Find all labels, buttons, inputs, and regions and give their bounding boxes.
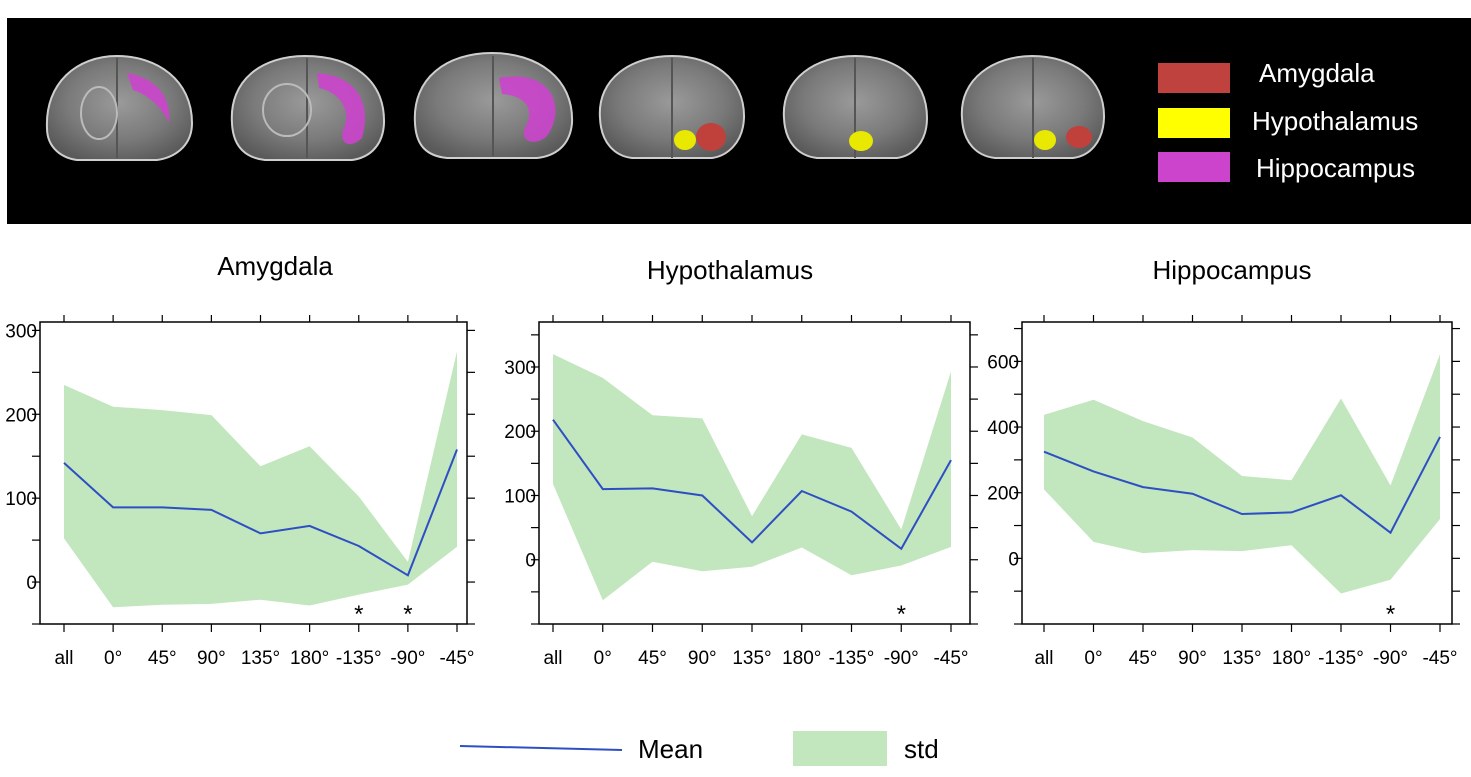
mean-legend-line bbox=[459, 745, 623, 751]
x-tick-label: -45° bbox=[1422, 648, 1457, 669]
brain-slice-3 bbox=[413, 51, 574, 159]
brain-slice-6 bbox=[960, 54, 1106, 159]
y-tick-label: 200 bbox=[504, 422, 536, 443]
y-tick-label: 400 bbox=[987, 418, 1019, 439]
x-tick-label: 45° bbox=[638, 648, 667, 669]
brain-slice-2 bbox=[230, 54, 386, 161]
brain-slice-4 bbox=[598, 54, 746, 159]
hippocampus-region bbox=[317, 73, 365, 145]
x-tick-label: 90° bbox=[1178, 648, 1207, 669]
hippocampus-swatch bbox=[1158, 152, 1230, 182]
hippocampus-region bbox=[499, 76, 556, 142]
plot-frame bbox=[39, 321, 468, 625]
x-tick-label: -90° bbox=[884, 648, 919, 669]
plot-frame bbox=[1021, 321, 1453, 625]
significance-marker: * bbox=[403, 601, 412, 628]
x-tick-label: 90° bbox=[688, 648, 717, 669]
x-tick-label: all bbox=[1034, 648, 1053, 669]
hippocampus-region bbox=[127, 73, 170, 123]
x-tick-label: 0° bbox=[1084, 648, 1102, 669]
y-tick-label: 300 bbox=[504, 358, 536, 379]
x-tick-label: -45° bbox=[439, 648, 474, 669]
significance-marker: * bbox=[1386, 601, 1395, 628]
x-tick-label: 45° bbox=[148, 648, 177, 669]
std-band bbox=[1044, 354, 1440, 594]
x-tick-label: -135° bbox=[1318, 648, 1364, 669]
chart-title: Amygdala bbox=[217, 251, 333, 281]
x-tick-label: 45° bbox=[1129, 648, 1158, 669]
brain-slice-1 bbox=[45, 54, 194, 161]
x-tick-label: -135° bbox=[829, 648, 875, 669]
hypothalamus-swatch bbox=[1158, 108, 1230, 138]
x-tick-label: 0° bbox=[594, 648, 612, 669]
chart-panel-1: 0 100 200 300 all 0° 45° 90° 135° 180° -135° -90° -4… bbox=[5, 251, 475, 669]
brain-slice-5 bbox=[782, 54, 929, 159]
amygdala-swatch bbox=[1158, 63, 1230, 93]
x-tick-label: all bbox=[54, 648, 73, 669]
x-tick-label: 180° bbox=[1272, 648, 1311, 669]
chart-panel-2: 0 100 200 300 all 0° 45° 90° 135° 180° -135° -90° -4… bbox=[504, 255, 978, 669]
y-tick-label: 600 bbox=[987, 352, 1019, 373]
x-tick-label: 180° bbox=[782, 648, 821, 669]
x-tick-label: -45° bbox=[933, 648, 968, 669]
chart-title: Hypothalamus bbox=[647, 255, 813, 285]
hypothalamus-legend-label: Hypothalamus bbox=[1252, 106, 1419, 136]
x-tick-label: all bbox=[543, 648, 562, 669]
bottom-legend: Mean std bbox=[0, 720, 1471, 777]
chart-title: Hippocampus bbox=[1153, 255, 1312, 285]
std-band bbox=[553, 354, 951, 601]
x-tick-label: -90° bbox=[1373, 648, 1408, 669]
y-tick-label: 100 bbox=[5, 489, 37, 510]
brain-slices bbox=[45, 51, 1106, 161]
hypothalamus-region bbox=[674, 130, 696, 150]
y-tick-label: 200 bbox=[5, 405, 37, 426]
x-tick-label: 90° bbox=[197, 648, 226, 669]
bottom-legend-marks bbox=[459, 731, 887, 766]
y-tick-label: 200 bbox=[987, 484, 1019, 505]
y-tick-label: 0 bbox=[1008, 549, 1019, 570]
amygdala-legend-label: Amygdala bbox=[1259, 58, 1375, 88]
y-tick-label: 100 bbox=[504, 486, 536, 507]
amygdala-region bbox=[1066, 126, 1092, 148]
charts-area: 0 100 200 300 all 0° 45° 90° 135° 180° -135° -90° -4… bbox=[5, 251, 1460, 669]
amygdala-region bbox=[696, 123, 726, 151]
std-legend-label: std bbox=[904, 734, 939, 764]
plot-frame bbox=[538, 321, 971, 625]
x-tick-label: 135° bbox=[1222, 648, 1261, 669]
x-tick-label: -90° bbox=[390, 648, 425, 669]
region-banner: Amygdala Hypothalamus Hippocampus bbox=[7, 18, 1471, 224]
mean-legend-label: Mean bbox=[638, 734, 704, 764]
hypothalamus-region bbox=[849, 131, 873, 151]
hypothalamus-region bbox=[1034, 130, 1056, 150]
x-tick-label: 135° bbox=[732, 648, 771, 669]
x-tick-label: -135° bbox=[336, 648, 382, 669]
x-tick-label: 0° bbox=[104, 648, 122, 669]
x-tick-label: 180° bbox=[290, 648, 329, 669]
y-tick-label: 0 bbox=[26, 573, 37, 594]
y-tick-label: 0 bbox=[525, 551, 536, 572]
hippocampus-legend-label: Hippocampus bbox=[1256, 153, 1415, 183]
significance-marker: * bbox=[897, 601, 906, 628]
chart-panel-3: 0 200 400 600 all 0° 45° 90° 135° 180° -135° -90° -4… bbox=[987, 255, 1460, 669]
std-legend-swatch bbox=[793, 731, 887, 766]
significance-marker: * bbox=[354, 601, 363, 628]
y-tick-label: 300 bbox=[5, 321, 37, 342]
x-tick-label: 135° bbox=[241, 648, 280, 669]
std-band bbox=[64, 351, 457, 608]
